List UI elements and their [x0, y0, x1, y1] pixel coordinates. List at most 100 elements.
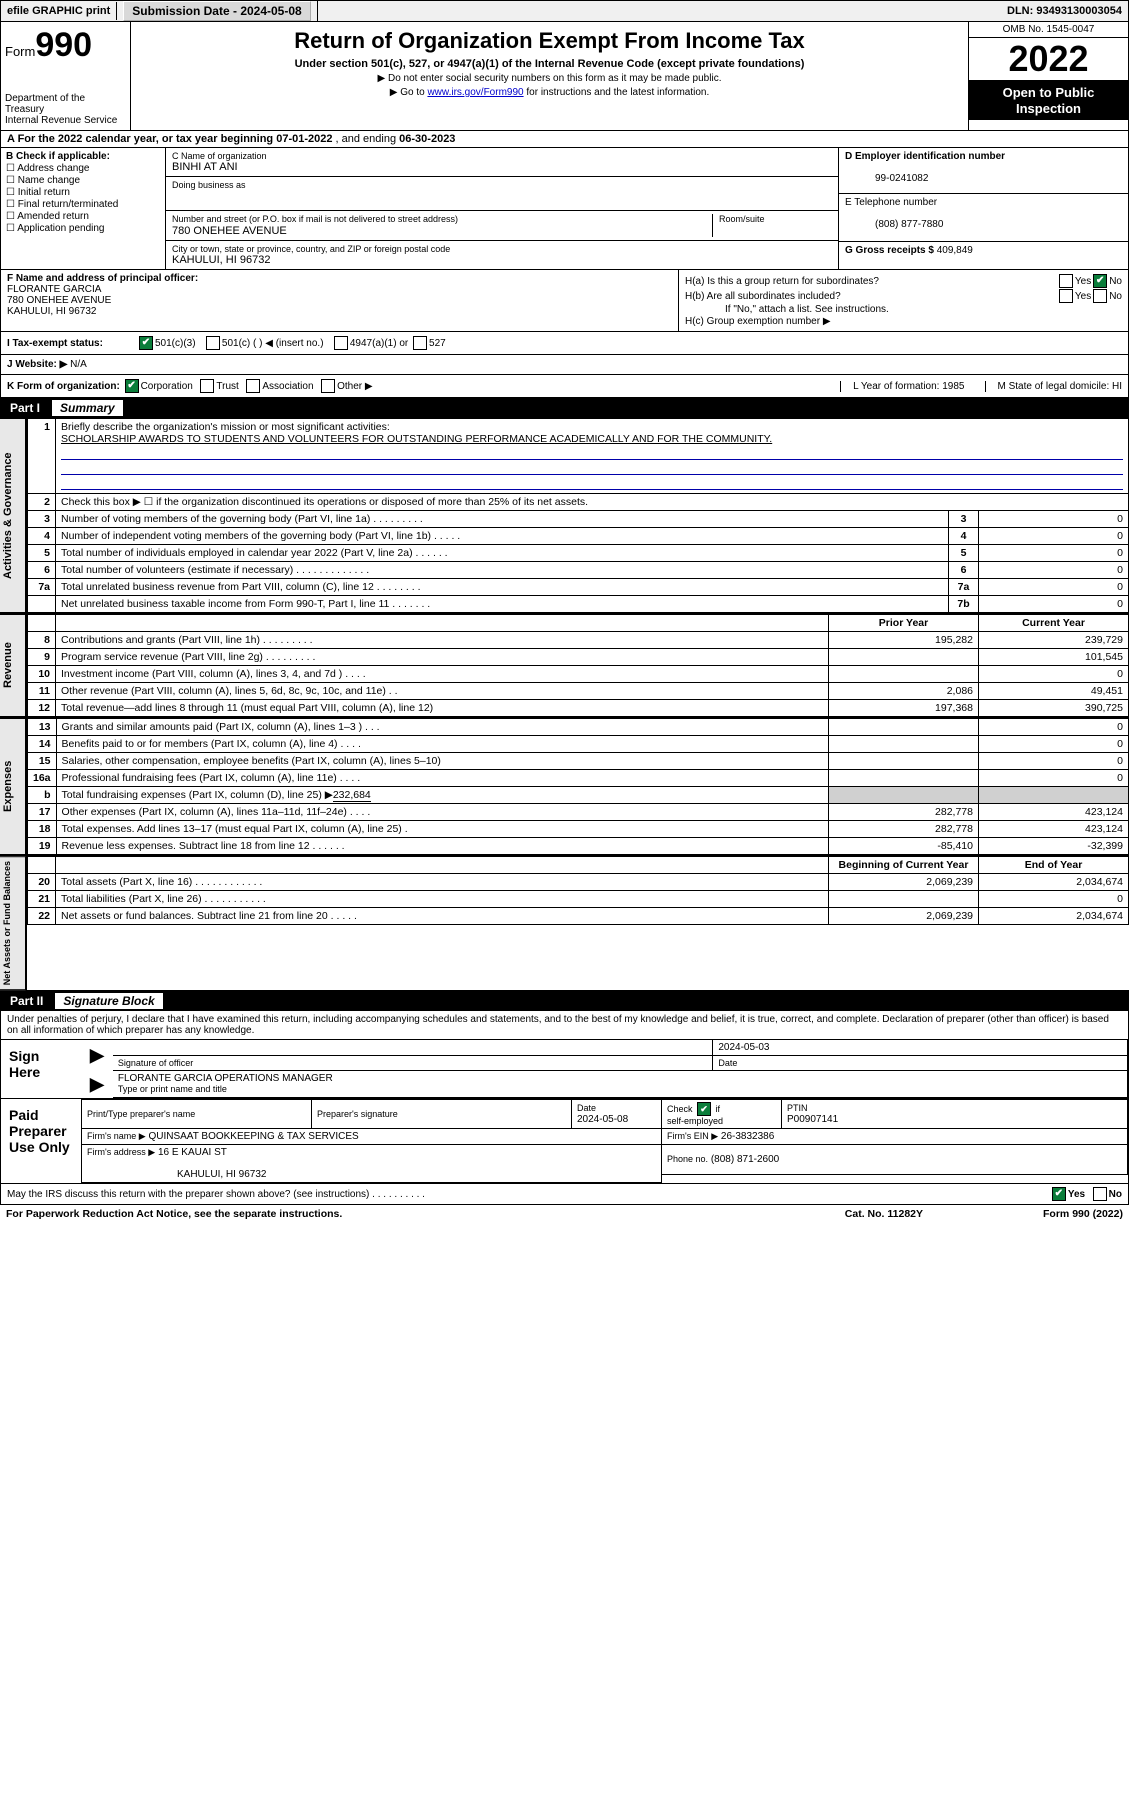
b22: 2,069,239	[829, 908, 979, 925]
officer-name-title: FLORANTE GARCIA OPERATIONS MANAGER	[118, 1073, 333, 1084]
chk-501c3[interactable]: ✔	[139, 336, 153, 350]
row-a-tax-year: A For the 2022 calendar year, or tax yea…	[0, 131, 1129, 148]
header-left: Form990 Department of the TreasuryIntern…	[1, 22, 131, 130]
ptin-lbl: PTIN	[787, 1103, 808, 1113]
l13: Grants and similar amounts paid (Part IX…	[56, 719, 828, 736]
ha-no[interactable]: ✔	[1093, 274, 1107, 288]
chk-amended[interactable]: ☐ Amended return	[6, 211, 160, 222]
discuss-yes[interactable]: ✔	[1052, 1187, 1066, 1201]
sig-date: 2024-05-03	[713, 1040, 1128, 1056]
section-netassets: Net Assets or Fund Balances Beginning of…	[0, 856, 1129, 991]
footer-last: For Paperwork Reduction Act Notice, see …	[0, 1205, 1129, 1223]
discuss-no[interactable]	[1093, 1187, 1107, 1201]
tax-year: 2022	[969, 38, 1128, 81]
l10: Investment income (Part VIII, column (A)…	[56, 666, 829, 683]
l2: Check this box ▶ ☐ if the organization d…	[56, 494, 1129, 511]
chk-final-return[interactable]: ☐ Final return/terminated	[6, 199, 160, 210]
hc-lbl: H(c) Group exemption number ▶	[685, 316, 831, 327]
chk-501c[interactable]	[206, 336, 220, 350]
l14: Benefits paid to or for members (Part IX…	[56, 736, 828, 753]
l4: Number of independent voting members of …	[56, 528, 949, 545]
form-number: Form990	[5, 26, 126, 65]
efile-label: efile GRAPHIC print	[1, 2, 117, 20]
e22: 2,034,674	[979, 908, 1129, 925]
row-k-form-org: K Form of organization: ✔ Corporation Tr…	[0, 375, 1129, 398]
omb-number: OMB No. 1545-0047	[969, 22, 1128, 38]
firm-addr1: 16 E KAUAI ST	[158, 1147, 227, 1158]
p10	[829, 666, 979, 683]
k-lbl: K Form of organization:	[7, 381, 120, 392]
submission-date-button[interactable]: Submission Date - 2024-05-08	[123, 1, 310, 21]
l16a: Professional fundraising fees (Part IX, …	[56, 770, 828, 787]
j-lbl: J Website: ▶	[7, 359, 67, 370]
v5: 0	[979, 545, 1129, 562]
irs-link[interactable]: www.irs.gov/Form990	[427, 87, 523, 98]
c13: 0	[979, 719, 1129, 736]
discuss-row: May the IRS discuss this return with the…	[0, 1184, 1129, 1205]
form-title: Return of Organization Exempt From Incom…	[139, 28, 960, 54]
city-lbl: City or town, state or province, country…	[172, 244, 832, 254]
ha-lbl: H(a) Is this a group return for subordin…	[685, 276, 1057, 287]
hdr-prior: Prior Year	[829, 615, 979, 632]
p11: 2,086	[829, 683, 979, 700]
website-val: N/A	[70, 359, 87, 370]
officer-name: FLORANTE GARCIA	[7, 284, 101, 295]
c-name-lbl: C Name of organization	[172, 151, 832, 161]
part1-title: Summary	[52, 400, 123, 416]
sign-here-label: Sign Here	[1, 1040, 81, 1098]
hb-yes[interactable]	[1059, 289, 1073, 303]
p13	[829, 719, 979, 736]
hb-no[interactable]	[1093, 289, 1107, 303]
caret-icon-2: ▶	[86, 1074, 108, 1094]
part2-num: Part II	[10, 994, 55, 1008]
c18: 423,124	[979, 821, 1129, 838]
chk-527[interactable]	[413, 336, 427, 350]
row-j-website: J Website: ▶ N/A	[0, 355, 1129, 375]
chk-initial-return[interactable]: ☐ Initial return	[6, 187, 160, 198]
l9: Program service revenue (Part VIII, line…	[56, 649, 829, 666]
firm-phone: (808) 871-2600	[711, 1154, 779, 1165]
chk-address-change[interactable]: ☐ Address change	[6, 163, 160, 174]
dln-label: DLN: 93493130003054	[1001, 2, 1128, 20]
year-formation: L Year of formation: 1985	[840, 381, 964, 392]
paperwork-notice: For Paperwork Reduction Act Notice, see …	[6, 1208, 845, 1220]
gross-val: 409,849	[937, 245, 973, 256]
rowA-pre: A For the 2022 calendar year, or tax yea…	[7, 133, 276, 145]
col-b-checkboxes: B Check if applicable: ☐ Address change …	[1, 148, 166, 269]
firm-name: QUINSAAT BOOKKEEPING & TAX SERVICES	[148, 1131, 358, 1142]
chk-4947[interactable]	[334, 336, 348, 350]
dept-treasury: Department of the TreasuryInternal Reven…	[5, 93, 126, 126]
row-i-tax-status: I Tax-exempt status: ✔ 501(c)(3) 501(c) …	[0, 332, 1129, 355]
l11: Other revenue (Part VIII, column (A), li…	[56, 683, 829, 700]
l6: Total number of volunteers (estimate if …	[56, 562, 949, 579]
section-activities: Activities & Governance 1 Briefly descri…	[0, 418, 1129, 614]
paid-preparer-label: Paid Preparer Use Only	[1, 1099, 81, 1183]
b21	[829, 891, 979, 908]
table-revenue: Prior YearCurrent Year 8Contributions an…	[27, 614, 1129, 717]
ha-yes[interactable]	[1059, 274, 1073, 288]
chk-trust[interactable]	[200, 379, 214, 393]
room-lbl: Room/suite	[719, 214, 765, 224]
table-netassets: Beginning of Current YearEnd of Year 20T…	[27, 856, 1129, 925]
p16a	[829, 770, 979, 787]
chk-corp[interactable]: ✔	[125, 379, 139, 393]
ptin: P00907141	[787, 1114, 838, 1125]
chk-name-change[interactable]: ☐ Name change	[6, 175, 160, 186]
v7a: 0	[979, 579, 1129, 596]
b20: 2,069,239	[829, 874, 979, 891]
firm-ein-lbl: Firm's EIN ▶	[667, 1131, 718, 1141]
rowA-mid: , and ending	[332, 133, 399, 145]
hdr-end: End of Year	[979, 857, 1129, 874]
p12: 197,368	[829, 700, 979, 717]
p19: -85,410	[829, 838, 979, 855]
chk-assoc[interactable]	[246, 379, 260, 393]
l20: Total assets (Part X, line 16) . . . . .…	[56, 874, 829, 891]
open-public-badge: Open to Public Inspection	[969, 81, 1128, 120]
l7b: Net unrelated business taxable income fr…	[56, 596, 949, 613]
l17: Other expenses (Part IX, column (A), lin…	[56, 804, 828, 821]
header-right: OMB No. 1545-0047 2022 Open to Public In…	[968, 22, 1128, 130]
block-bcd: B Check if applicable: ☐ Address change …	[0, 148, 1129, 270]
chk-other[interactable]	[321, 379, 335, 393]
chk-app-pending[interactable]: ☐ Application pending	[6, 223, 160, 234]
v6: 0	[979, 562, 1129, 579]
